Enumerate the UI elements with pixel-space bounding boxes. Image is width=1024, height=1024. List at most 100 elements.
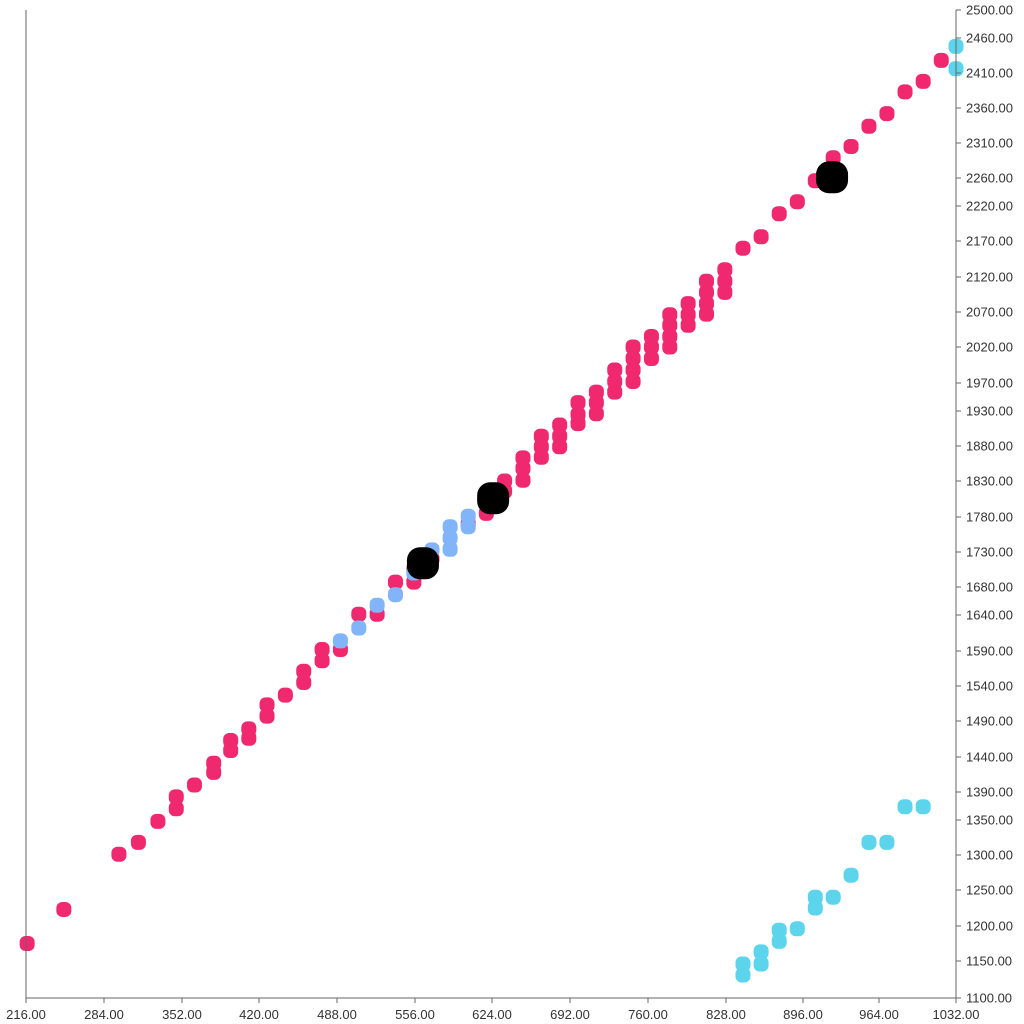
data-point (680, 296, 696, 312)
data-point (351, 606, 367, 622)
data-point (643, 329, 659, 344)
data-point (130, 834, 146, 850)
data-point (351, 620, 367, 636)
data-point (735, 956, 751, 972)
data-point (296, 675, 312, 690)
y-tick-label: 1830.00 (966, 474, 1013, 489)
y-tick-label: 2170.00 (966, 234, 1013, 249)
data-point (625, 339, 641, 355)
data-point (369, 597, 385, 613)
data-point (717, 262, 733, 278)
y-tick-label: 1590.00 (966, 644, 1013, 659)
y-tick-label: 1300.00 (966, 848, 1013, 863)
data-point (735, 967, 751, 983)
y-tick-label: 2410.00 (966, 66, 1013, 81)
data-point (168, 801, 184, 817)
y-tick-label: 1970.00 (966, 376, 1013, 391)
x-tick-label: 216.00 (6, 1007, 46, 1022)
y-tick-label: 1100.00 (966, 991, 1012, 1006)
data-point (662, 329, 678, 344)
data-point (789, 194, 805, 210)
y-tick-label: 2070.00 (966, 305, 1013, 320)
data-point (843, 867, 859, 883)
y-tick-label: 2120.00 (966, 270, 1013, 285)
data-point (332, 633, 348, 649)
data-point (643, 351, 659, 367)
data-point (662, 307, 678, 323)
data-point (111, 846, 127, 862)
y-tick-label: 1350.00 (966, 813, 1013, 828)
data-point (607, 374, 623, 390)
y-tick-label: 2020.00 (966, 340, 1013, 355)
data-point (607, 362, 623, 378)
data-point (442, 519, 458, 535)
data-point (277, 687, 293, 703)
data-point (843, 139, 859, 154)
data-point (388, 587, 403, 603)
x-tick-label: 488.00 (317, 1007, 357, 1022)
x-tick-label: 760.00 (628, 1007, 668, 1022)
data-point (753, 956, 769, 972)
y-tick-label: 1680.00 (966, 580, 1013, 595)
highlight-point (816, 161, 849, 194)
y-tick-label: 2220.00 (966, 199, 1013, 214)
y-tick-label: 2310.00 (966, 136, 1013, 151)
y-tick-label: 1200.00 (966, 919, 1013, 934)
data-point (897, 84, 913, 100)
data-point (442, 530, 458, 546)
x-tick-label: 964.00 (859, 1007, 899, 1022)
x-axis-ticks: 216.00 284.00 352.00 420.00 488.00 556.00 624.… (6, 998, 980, 1022)
series-3 (406, 161, 849, 580)
data-point (753, 229, 769, 245)
highlight-point (477, 482, 510, 515)
data-point (388, 574, 403, 590)
y-tick-label: 2500.00 (966, 3, 1013, 18)
y-tick-label: 1640.00 (966, 608, 1013, 623)
data-point (933, 52, 949, 68)
data-point (825, 889, 841, 905)
data-point (625, 362, 641, 378)
data-point (625, 351, 641, 367)
x-tick-label: 284.00 (84, 1007, 124, 1022)
y-tick-label: 2260.00 (966, 171, 1013, 186)
data-point (314, 653, 330, 669)
data-point (533, 428, 549, 444)
data-point (717, 284, 733, 300)
data-point (223, 732, 239, 748)
data-point (680, 307, 696, 323)
data-point (897, 799, 913, 815)
data-point (570, 407, 586, 422)
data-point (861, 118, 877, 134)
x-tick-label: 692.00 (550, 1007, 590, 1022)
data-point (771, 922, 787, 938)
plot-area (19, 38, 964, 983)
data-point (625, 374, 641, 390)
x-tick-label: 420.00 (239, 1007, 279, 1022)
data-point (771, 933, 787, 949)
data-point (915, 799, 931, 815)
data-point (460, 508, 476, 524)
x-tick-label: 1032.00 (933, 1007, 980, 1022)
x-tick-label: 624.00 (472, 1007, 512, 1022)
data-point (588, 384, 604, 400)
data-point (699, 273, 714, 289)
data-point (56, 901, 72, 917)
data-point (186, 777, 202, 793)
y-tick-label: 1730.00 (966, 545, 1013, 560)
data-point (515, 450, 531, 466)
data-point (915, 73, 931, 89)
series-1 (332, 508, 476, 649)
series-2 (735, 38, 964, 983)
y-tick-label: 1150.00 (966, 954, 1012, 969)
data-point (879, 834, 895, 850)
y-tick-label: 1780.00 (966, 510, 1013, 525)
y-tick-label: 1440.00 (966, 750, 1013, 765)
x-tick-label: 352.00 (162, 1007, 202, 1022)
data-point (717, 273, 733, 289)
data-point (861, 834, 877, 850)
y-tick-label: 1390.00 (966, 785, 1013, 800)
y-tick-label: 2360.00 (966, 101, 1013, 116)
y-tick-label: 1250.00 (966, 883, 1013, 898)
y-tick-label: 1930.00 (966, 404, 1013, 419)
